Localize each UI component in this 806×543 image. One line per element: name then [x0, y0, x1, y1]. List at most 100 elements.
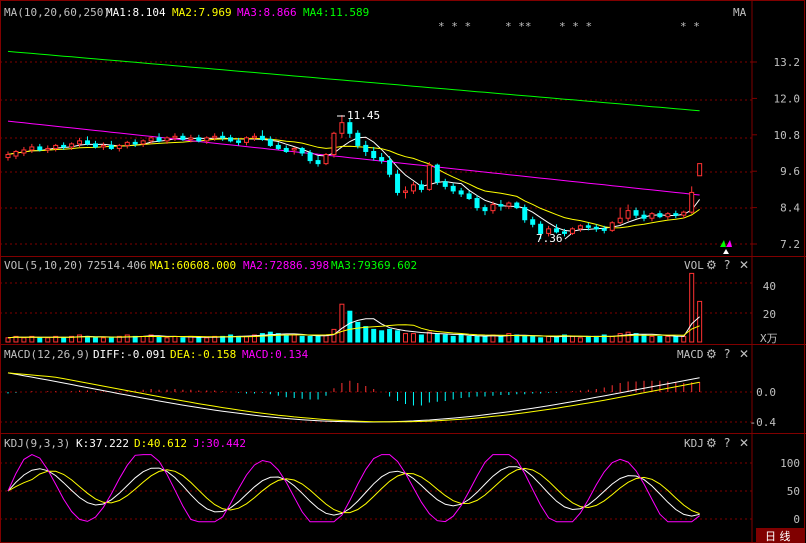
volume-bar [259, 333, 265, 343]
ma2-value: MA2:7.969 [172, 6, 232, 19]
buy-signal-icon [720, 240, 726, 247]
candle-body [601, 228, 607, 231]
candle-body [577, 225, 583, 230]
volume-bar [403, 333, 408, 343]
candle [641, 210, 647, 222]
candle-body [410, 184, 416, 192]
candle-body [61, 144, 67, 148]
volume-bar [522, 335, 528, 343]
event-stars-4[interactable]: * * [680, 20, 700, 33]
candle [355, 130, 361, 149]
volume-bar [474, 335, 480, 343]
candle [482, 204, 488, 216]
candle [633, 207, 639, 219]
candle-body [609, 222, 615, 231]
candle-body [538, 223, 544, 234]
volume-bar [77, 334, 83, 343]
candle [180, 133, 186, 141]
low-annotation: 7.36 [536, 232, 572, 245]
close-icon[interactable]: ✕ [739, 258, 749, 272]
volume-bar [164, 337, 170, 343]
candle [665, 212, 671, 220]
candle [538, 221, 544, 240]
candle-body [490, 204, 496, 212]
volume-bar [506, 333, 512, 343]
vol-indicator-name: VOL(5,10,20) [4, 259, 83, 272]
candle [577, 224, 583, 232]
candle-body [641, 214, 647, 219]
volume-bar [482, 335, 488, 343]
volume-bar [387, 328, 393, 343]
ma2-line [7, 137, 700, 229]
gear-icon[interactable]: ⚙ [706, 347, 717, 361]
candle [410, 181, 416, 194]
close-icon[interactable]: ✕ [739, 436, 749, 450]
volume-bar [450, 335, 456, 343]
period-box[interactable] [756, 528, 805, 543]
vol-tag[interactable]: VOL [684, 259, 704, 272]
gear-icon[interactable]: ⚙ [706, 258, 717, 272]
candle-body [196, 137, 202, 142]
candle [37, 143, 43, 152]
candle-body [546, 228, 552, 234]
period-label[interactable]: 日 线 [765, 529, 791, 543]
volume-bar [21, 337, 27, 343]
close-icon[interactable]: ✕ [739, 347, 749, 361]
volume-bar [577, 337, 583, 343]
grid-lines [0, 61, 752, 520]
macd-tag[interactable]: MACD [677, 348, 704, 361]
gear-icon[interactable]: ⚙ [706, 436, 717, 450]
candle-body [172, 135, 178, 139]
candle [418, 180, 424, 193]
candle [116, 143, 122, 152]
candle [140, 139, 146, 147]
help-icon[interactable]: ? [724, 258, 730, 272]
low-label: 7.36 [536, 232, 563, 245]
candle [228, 134, 234, 143]
help-icon[interactable]: ? [724, 347, 730, 361]
volume-bar [347, 310, 353, 343]
volume-bar [124, 334, 130, 343]
main-tag[interactable]: MA [733, 6, 747, 19]
candle-body [339, 122, 345, 134]
macd-diff: DIFF:-0.091 [93, 348, 166, 361]
candle-body [474, 198, 480, 209]
event-stars-3[interactable]: * * * [559, 20, 592, 33]
candle [53, 143, 59, 152]
volume-bar [689, 272, 695, 343]
vol-pane-controls: ⚙? ✕ [706, 258, 749, 272]
kdj-tag[interactable]: KDJ [684, 437, 704, 450]
volume-bar [116, 335, 122, 343]
candle [546, 225, 552, 237]
vol-tick: 20 [763, 308, 776, 321]
volume-bar [498, 335, 504, 343]
volume-bar [267, 331, 273, 343]
event-stars-2[interactable]: * ** [505, 20, 532, 33]
candle-body [156, 137, 162, 142]
price-tick: 7.2 [780, 238, 800, 251]
candle [172, 133, 178, 141]
candle-body [5, 154, 11, 159]
kdj-lines [7, 454, 700, 523]
candle-body [228, 137, 234, 142]
help-icon[interactable]: ? [724, 436, 730, 450]
volume-bar [291, 334, 297, 343]
candle [522, 204, 528, 223]
candle [458, 187, 464, 197]
volume-bar [546, 335, 552, 343]
volume-bars [5, 272, 703, 343]
volume-bar [53, 335, 59, 343]
volume-bar [299, 335, 305, 343]
vol-axis: 40 20 [763, 280, 776, 321]
candle-body [212, 135, 218, 139]
candle-body [251, 135, 257, 139]
kdj-k: K:37.222 [76, 437, 129, 450]
volume-bar [371, 328, 377, 343]
candle-body [689, 191, 695, 213]
candle [673, 210, 679, 219]
candle-body [522, 207, 528, 221]
event-stars-1[interactable]: * * * [438, 20, 471, 33]
candle [61, 142, 67, 150]
volume-bar [45, 337, 51, 343]
vol-unit: X万 [760, 332, 778, 345]
